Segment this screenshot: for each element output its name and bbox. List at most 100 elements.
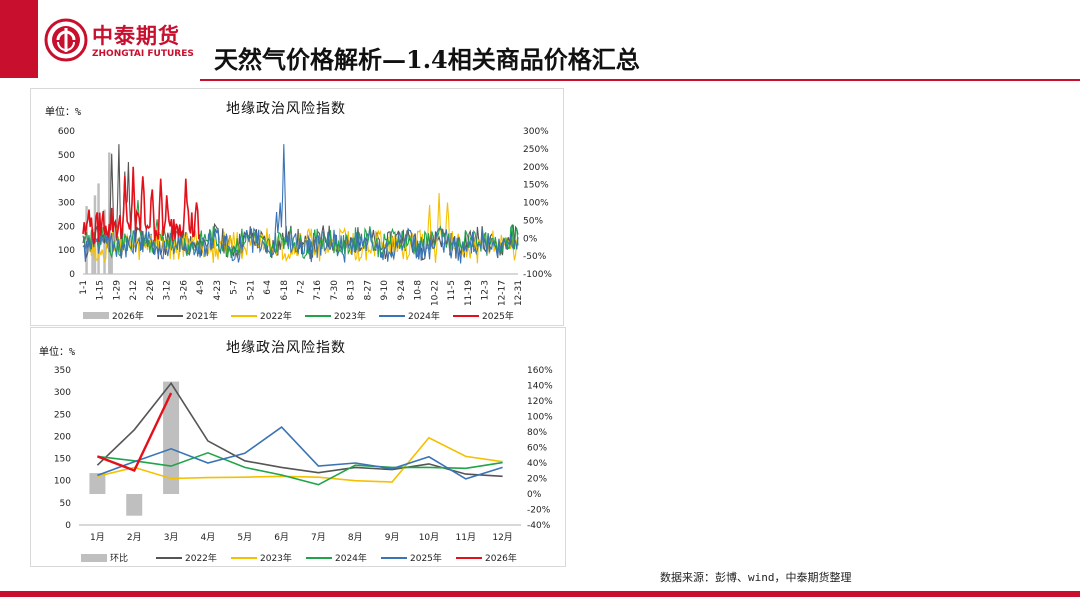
x-tick-label: 6月 <box>274 532 289 543</box>
x-tick-label: 12-17 <box>497 280 507 306</box>
x-tick-label: 1-29 <box>112 280 122 301</box>
logo-english-name: ZHONGTAI FUTURES <box>92 49 194 59</box>
x-tick-label: 5-21 <box>246 280 256 300</box>
y2-tick-label: 50% <box>523 216 543 226</box>
y-tick-label: 300 <box>54 388 71 398</box>
y2-tick-label: 160% <box>527 366 553 376</box>
x-tick-label: 12-3 <box>481 280 491 300</box>
company-logo: 中泰期货 ZHONGTAI FUTURES <box>44 16 204 66</box>
daily-risk-chart: 0 100 200 300 400 500 600 -100% -50% 0% 50% 100% 150… <box>58 127 553 322</box>
chart2-unit-label: 单位：% <box>39 347 76 358</box>
legend-label: 2022年 <box>185 552 217 564</box>
bar-2026 <box>85 206 88 274</box>
y2-tick-label: 0% <box>523 234 538 244</box>
y-tick-label: 600 <box>58 127 75 137</box>
legend-label: 2023年 <box>260 552 292 564</box>
x-tick-label: 8-27 <box>363 280 373 300</box>
x-tick-label: 8月 <box>348 532 363 543</box>
footer-divider <box>0 591 1080 597</box>
y-tick-label: 0 <box>65 521 71 531</box>
y2-tick-label: -50% <box>523 252 547 262</box>
x-tick-label: 7-2 <box>297 280 307 295</box>
y-tick-label: 200 <box>54 432 71 442</box>
x-tick-label: 2-12 <box>129 280 139 300</box>
y-tick-label: 350 <box>54 366 71 376</box>
chart1-title: 地缘政治风险指数 <box>226 101 346 117</box>
x-tick-label: 10-22 <box>430 280 440 306</box>
x-tick-label: 4-9 <box>196 280 206 295</box>
y2-tick-label: -20% <box>527 506 551 516</box>
x-tick-label: 1-15 <box>96 280 106 300</box>
x-tick-label: 5-7 <box>230 280 240 295</box>
y2-tick-label: -40% <box>527 521 551 531</box>
series-line-2025年 <box>97 426 503 480</box>
monthly-risk-chart-panel: 单位：% 地缘政治风险指数 0 50 100 150 200 250 300 350 -40% -… <box>30 327 566 567</box>
bar-2026 <box>91 228 94 274</box>
x-tick-label: 11-5 <box>447 280 457 300</box>
x-tick-label: 7月 <box>311 532 326 543</box>
y-tick-label: 250 <box>54 410 71 420</box>
y2-tick-label: 20% <box>527 475 547 485</box>
x-tick-label: 1月 <box>90 532 105 543</box>
x-tick-label: 6-18 <box>280 280 290 301</box>
x-tick-label: 6-4 <box>263 280 273 295</box>
legend-label: 2024年 <box>335 552 367 564</box>
y2-tick-label: 140% <box>527 382 553 392</box>
legend-label: 环比 <box>110 552 128 564</box>
series-line-2023年 <box>97 436 503 483</box>
y-tick-label: 300 <box>58 199 75 209</box>
x-tick-label: 1-1 <box>79 280 89 295</box>
y2-tick-label: 60% <box>527 444 547 454</box>
x-tick-label: 10-8 <box>414 280 424 301</box>
y2-tick-label: 80% <box>527 428 547 438</box>
title-divider <box>200 79 1080 81</box>
x-tick-label: 4月 <box>201 532 216 543</box>
y2-tick-label: 200% <box>523 163 549 173</box>
series-line-2026年 <box>96 392 173 473</box>
y-tick-label: 50 <box>60 499 72 509</box>
legend-label: 2023年 <box>334 310 366 322</box>
legend-swatch <box>81 554 107 562</box>
x-tick-label: 9月 <box>385 532 400 543</box>
y2-tick-label: 120% <box>527 397 553 407</box>
y2-tick-label: 300% <box>523 127 549 137</box>
y2-tick-label: -100% <box>523 270 552 280</box>
x-tick-label: 12-31 <box>514 280 524 306</box>
x-tick-label: 4-23 <box>213 280 223 300</box>
bar-mom <box>126 494 143 516</box>
x-tick-label: 8-13 <box>347 280 357 300</box>
logo-chinese-name: 中泰期货 <box>92 24 180 48</box>
y-tick-label: 100 <box>58 246 75 256</box>
brand-accent-bar <box>0 0 38 78</box>
x-tick-label: 3-26 <box>179 280 189 301</box>
x-tick-label: 11月 <box>456 532 476 543</box>
chart2-title: 地缘政治风险指数 <box>226 340 346 356</box>
series-line-2022年 <box>96 381 503 478</box>
y-tick-label: 400 <box>58 175 75 185</box>
x-tick-label: 5月 <box>237 532 252 543</box>
legend-label: 2024年 <box>408 310 440 322</box>
logo-mark-icon <box>44 18 88 62</box>
x-tick-label: 10月 <box>419 532 439 543</box>
x-tick-label: 11-19 <box>464 280 474 306</box>
y-tick-label: 100 <box>54 477 71 487</box>
y2-tick-label: 150% <box>523 181 549 191</box>
x-tick-label: 3-12 <box>163 280 173 300</box>
x-tick-label: 9-24 <box>397 280 407 301</box>
x-tick-label: 2-26 <box>146 280 156 301</box>
x-tick-label: 2月 <box>127 532 142 543</box>
x-tick-label: 7-30 <box>330 280 340 301</box>
data-source-note: 数据来源：彭博、wind，中泰期货整理 <box>660 571 852 584</box>
y-tick-label: 0 <box>69 270 75 280</box>
x-tick-label: 7-16 <box>313 280 323 301</box>
legend-label: 2022年 <box>260 310 292 322</box>
series-line-2024年 <box>82 144 519 264</box>
legend-label: 2026年 <box>485 552 517 564</box>
series-line-2025年 <box>82 166 200 245</box>
y2-tick-label: 0% <box>527 490 542 500</box>
x-tick-label: 9-10 <box>380 280 390 301</box>
chart1-unit-label: 单位：% <box>45 107 82 118</box>
bar-mom <box>89 473 106 494</box>
y2-tick-label: 100% <box>527 413 553 423</box>
y-tick-label: 150 <box>54 455 71 465</box>
